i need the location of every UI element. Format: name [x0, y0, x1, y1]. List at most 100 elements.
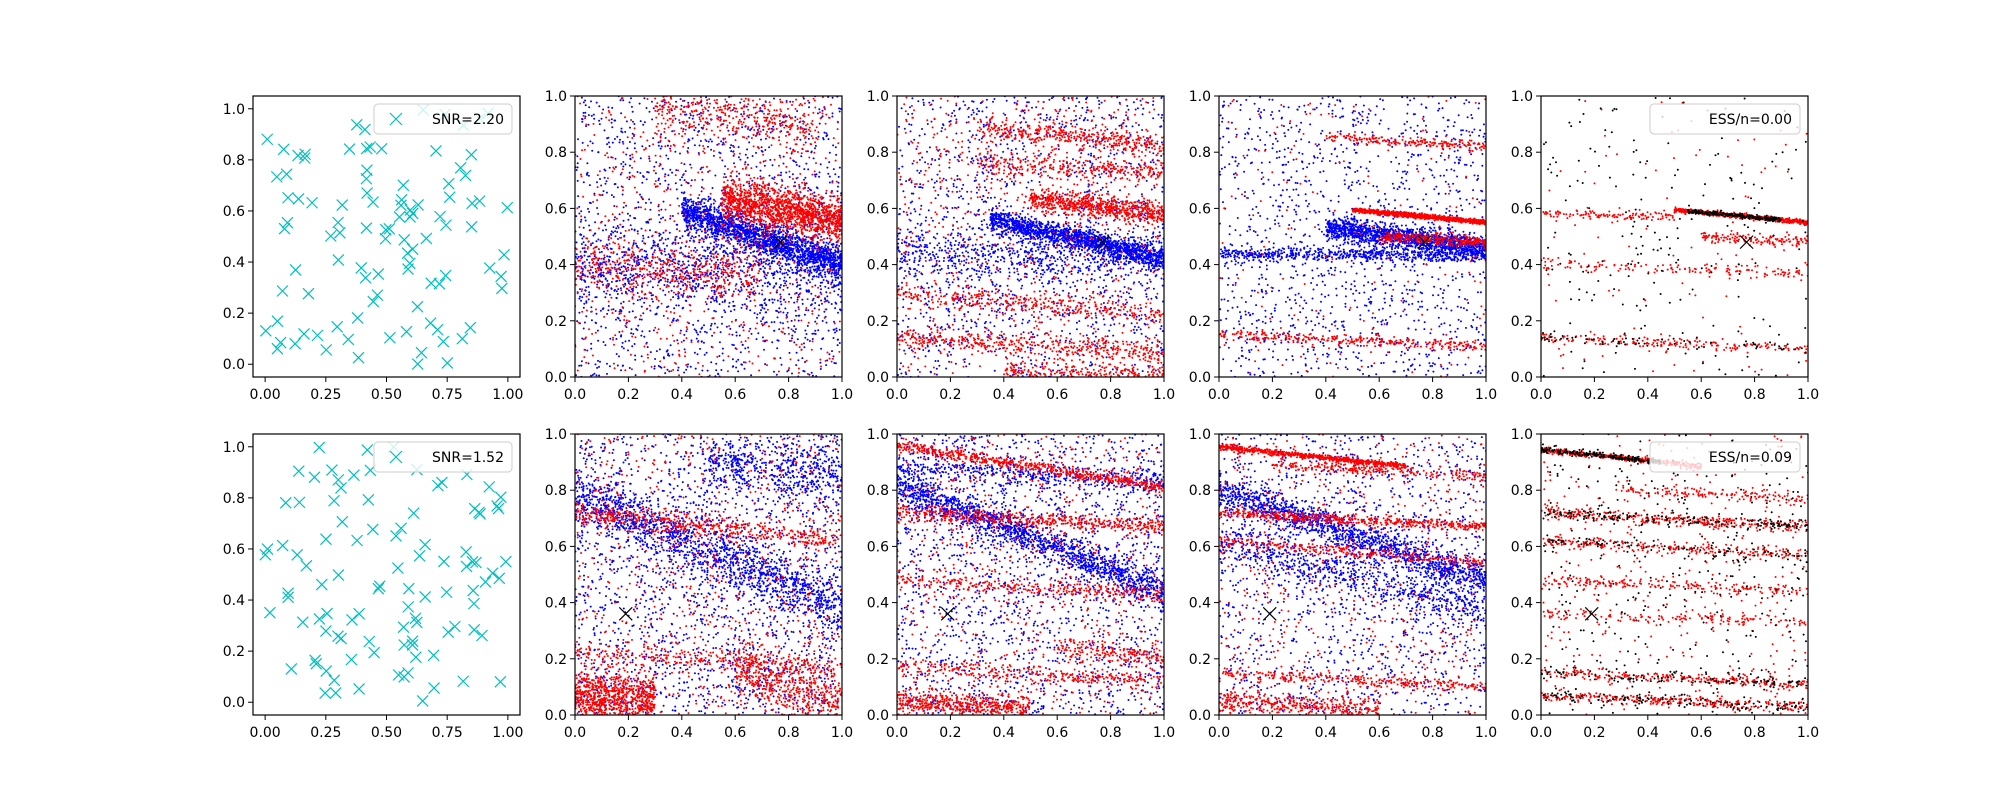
- data-point: [808, 188, 811, 191]
- data-point: [730, 203, 733, 206]
- data-point: [704, 227, 707, 230]
- data-point: [710, 203, 713, 206]
- data-point: [584, 111, 587, 114]
- data-point: [812, 197, 815, 200]
- data-point: [747, 116, 750, 119]
- data-point: [595, 374, 598, 377]
- data-point: [831, 96, 834, 99]
- data-point: [379, 232, 392, 245]
- data-point: [608, 166, 611, 169]
- data-point: [740, 220, 743, 223]
- data-point: [685, 330, 688, 333]
- data-point: [772, 125, 775, 128]
- data-point: [687, 147, 690, 149]
- data-point: [717, 373, 720, 376]
- data-point: [682, 284, 684, 287]
- data-point: [597, 151, 600, 154]
- data-point: [791, 334, 794, 337]
- data-point: [701, 273, 704, 276]
- data-point: [744, 224, 747, 227]
- data-point: [767, 192, 770, 195]
- data-point: [690, 295, 693, 298]
- data-point: [680, 280, 682, 283]
- data-point: [730, 230, 733, 233]
- data-point: [685, 368, 688, 371]
- data-point: [787, 251, 789, 254]
- data-point: [751, 155, 754, 157]
- data-point: [642, 312, 645, 315]
- data-point: [704, 198, 707, 201]
- data-point: [621, 341, 624, 344]
- data-point: [787, 197, 790, 200]
- data-point: [824, 244, 827, 247]
- data-point: [786, 311, 789, 314]
- data-point: [758, 212, 761, 215]
- data-point: [710, 224, 713, 227]
- data-point: [710, 140, 713, 143]
- data-point: [582, 181, 585, 184]
- data-point: [814, 329, 817, 332]
- data-point: [767, 206, 770, 209]
- data-point: [606, 143, 609, 146]
- data-point: [802, 97, 805, 100]
- data-point: [632, 120, 634, 123]
- data-point: [814, 247, 817, 250]
- data-point: [808, 259, 810, 262]
- data-point: [473, 195, 486, 207]
- data-point: [581, 296, 584, 299]
- data-point: [806, 150, 809, 153]
- data-point: [837, 271, 840, 274]
- data-point: [762, 246, 765, 249]
- data-point: [775, 291, 778, 294]
- data-point: [723, 309, 726, 312]
- data-point: [747, 224, 750, 227]
- data-point: [632, 332, 635, 335]
- data-point: [737, 370, 740, 373]
- data-point: [775, 309, 778, 312]
- data-point: [738, 172, 741, 175]
- data-point: [795, 230, 798, 232]
- data-point: [758, 292, 761, 295]
- data-point: [699, 330, 702, 333]
- data-point: [729, 310, 732, 313]
- data-point: [759, 312, 761, 314]
- data-point: [716, 245, 718, 248]
- data-point: [586, 275, 589, 278]
- data-point: [822, 249, 825, 252]
- data-point: [598, 119, 601, 122]
- data-point: [786, 370, 789, 373]
- data-point: [722, 188, 725, 191]
- data-point: [789, 236, 792, 239]
- data-point: [588, 261, 591, 264]
- data-point: [775, 248, 778, 251]
- data-point: [832, 286, 834, 289]
- data-point: [716, 258, 719, 261]
- data-point: [604, 296, 607, 299]
- data-point: [797, 248, 800, 251]
- data-point: [766, 235, 769, 238]
- data-point: [724, 230, 727, 233]
- data-point: [831, 350, 833, 353]
- data-point: [725, 176, 727, 179]
- data-point: [755, 185, 758, 188]
- data-point: [721, 352, 724, 355]
- data-point: [625, 153, 628, 156]
- data-point: [735, 360, 738, 363]
- data-point: [763, 302, 766, 305]
- data-point: [812, 157, 815, 160]
- data-point: [699, 223, 702, 225]
- data-point: [706, 217, 709, 220]
- data-point: [692, 114, 695, 117]
- data-point: [679, 246, 682, 249]
- data-point: [830, 252, 833, 255]
- data-point: [700, 340, 703, 343]
- data-point: [633, 343, 636, 345]
- data-point: [651, 300, 654, 303]
- data-point: [730, 274, 733, 277]
- data-point: [807, 269, 810, 272]
- data-point: [604, 326, 607, 329]
- data-point: [684, 255, 687, 258]
- data-point: [412, 198, 425, 211]
- data-point: [819, 163, 822, 166]
- data-point: [575, 253, 578, 256]
